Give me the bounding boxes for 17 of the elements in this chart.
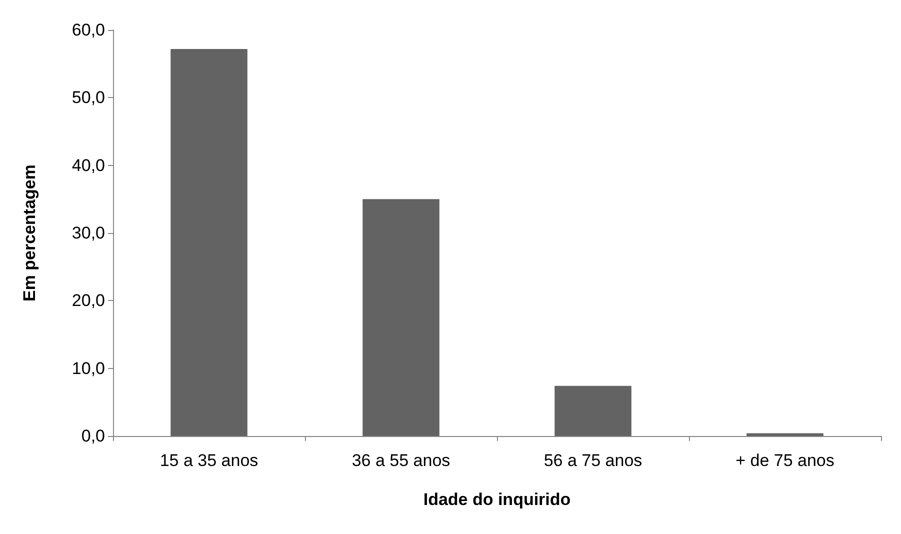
bar	[554, 386, 632, 436]
y-tick-label: 50,0	[72, 88, 105, 108]
y-tick-label: 0,0	[81, 426, 105, 446]
y-tick-label: 60,0	[72, 20, 105, 40]
y-tick-label: 30,0	[72, 224, 105, 242]
y-tick-label: 20,0	[72, 291, 105, 310]
x-tick-label: + de 75 anos	[736, 451, 834, 470]
bar	[746, 433, 824, 436]
bar	[170, 48, 248, 436]
y-axis-title: Em percentagem	[20, 164, 39, 302]
x-tick-label: 36 a 55 anos	[352, 451, 450, 470]
y-tick-label: 10,0	[72, 358, 105, 378]
x-tick-label: 15 a 35 anos	[160, 451, 258, 470]
y-tick-label: 40,0	[72, 156, 105, 175]
x-tick-label: 56 a 75 anos	[544, 451, 642, 470]
x-axis-title: Idade do inquirido	[423, 490, 571, 509]
bar	[362, 199, 440, 436]
